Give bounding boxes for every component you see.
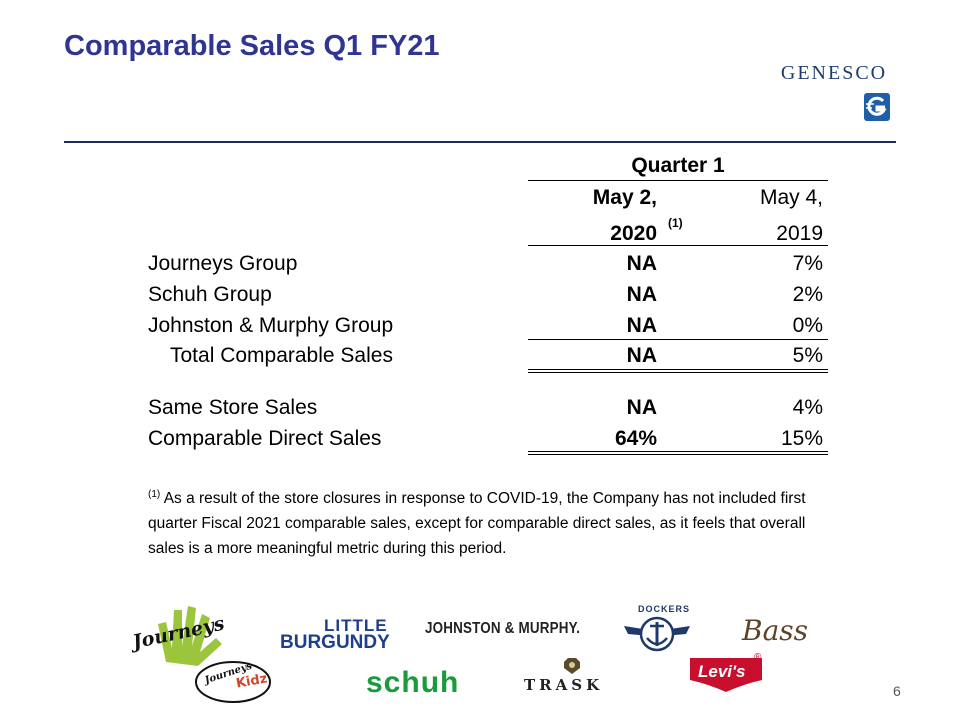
levis-batwing-icon — [690, 658, 762, 692]
row-value-2019-total: 5% — [792, 344, 823, 367]
trask-wordmark: TRASK — [524, 676, 604, 694]
levis-wordmark: Levi's — [698, 662, 746, 681]
footnote: (1) As a result of the store closures in… — [148, 482, 838, 561]
total-double-underline — [528, 369, 828, 373]
bass-wordmark: Bass — [742, 614, 809, 647]
little-burgundy-word2: BURGUNDY — [280, 632, 390, 653]
row-value-2020-schuh: NA — [626, 283, 657, 306]
col1-note-marker: (1) — [668, 216, 683, 230]
page-number: 6 — [893, 683, 901, 699]
johnston-murphy-wordmark: JOHNSTON & MURPHY. — [425, 620, 581, 637]
subtotal-underline — [528, 339, 828, 340]
journeys-logo: Journeys — [128, 602, 240, 668]
genesco-g-icon — [864, 93, 890, 121]
dockers-logo: DOCKERS — [620, 604, 694, 660]
levis-registered-mark: ® — [754, 652, 762, 663]
journeys-kidz-oval-icon — [195, 661, 271, 703]
row-value-2020-total: NA — [626, 344, 657, 367]
row-label-direct: Comparable Direct Sales — [148, 427, 382, 450]
row-label-schuh: Schuh Group — [148, 283, 272, 306]
levis-logo: Levi's ® — [690, 652, 770, 694]
row-value-2019-journeys: 7% — [792, 252, 823, 275]
trask-crest-icon — [564, 658, 580, 674]
col2-header-line1: May 4, — [759, 186, 823, 209]
col2-header-line2: 2019 — [776, 222, 823, 245]
little-burgundy-logo: LITTLE BURGUNDY — [280, 616, 392, 656]
footnote-text: As a result of the store closures in res… — [148, 490, 806, 558]
dockers-wordmark: DOCKERS — [638, 604, 691, 614]
journeys-hand-icon — [158, 606, 222, 666]
row-value-2020-direct: 64% — [614, 427, 657, 450]
row-value-2019-direct: 15% — [780, 427, 823, 450]
col1-header-line1: May 2, — [592, 186, 657, 209]
row-label-journeys: Journeys Group — [148, 252, 298, 275]
trask-logo: TRASK — [522, 656, 628, 696]
johnston-murphy-logo: JOHNSTON & MURPHY. — [425, 620, 595, 644]
title-divider — [64, 141, 896, 143]
direct-double-underline — [528, 451, 828, 455]
col1-header-line2: 2020 — [610, 222, 657, 245]
row-value-2019-johnston-murphy: 0% — [792, 314, 823, 337]
row-label-total: Total Comparable Sales — [170, 344, 393, 367]
slide-title: Comparable Sales Q1 FY21 — [64, 30, 440, 62]
bass-logo: Bass — [742, 614, 824, 652]
logo-wordmark: GENESCO — [780, 62, 888, 84]
journeys-kidz-logo: Journeys Kidz — [194, 660, 272, 704]
period-header: Quarter 1 — [631, 154, 725, 177]
period-header-underline — [528, 180, 828, 181]
footnote-marker: (1) — [148, 489, 161, 500]
little-burgundy-word1: LITTLE — [324, 616, 388, 635]
row-value-2019-schuh: 2% — [792, 283, 823, 306]
row-value-2019-same-store: 4% — [792, 396, 823, 419]
row-label-same-store: Same Store Sales — [148, 396, 318, 419]
schuh-logo: schuh — [366, 666, 466, 702]
row-value-2020-journeys: NA — [626, 252, 657, 275]
header-underline — [528, 245, 828, 246]
row-value-2020-same-store: NA — [626, 396, 657, 419]
dockers-wings-anchor-icon — [624, 616, 690, 652]
row-label-johnston-murphy: Johnston & Murphy Group — [148, 314, 394, 337]
row-value-2020-johnston-murphy: NA — [626, 314, 657, 337]
schuh-wordmark: schuh — [366, 666, 460, 699]
genesco-logo: GENESCO — [776, 62, 892, 124]
